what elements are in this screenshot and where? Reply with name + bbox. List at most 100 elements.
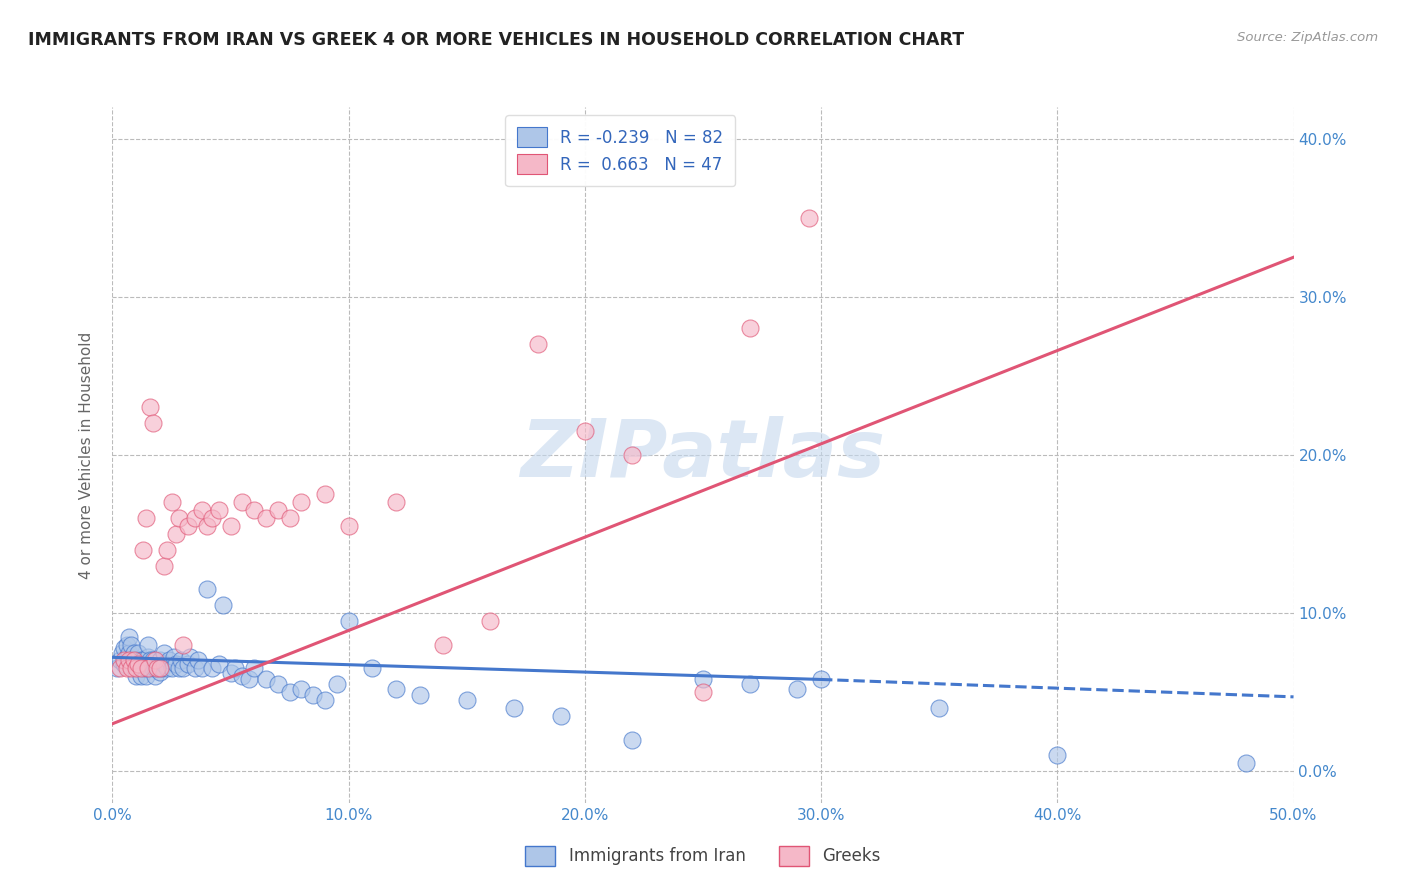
- Point: [550, 708, 572, 723]
- Point: [278, 685, 301, 699]
- Point: [122, 653, 145, 667]
- Point: [692, 673, 714, 687]
- Point: [184, 661, 207, 675]
- Point: [129, 661, 152, 675]
- Point: [191, 503, 214, 517]
- Point: [177, 519, 200, 533]
- Text: ZIPatlas: ZIPatlas: [520, 416, 886, 494]
- Point: [314, 693, 336, 707]
- Point: [212, 598, 235, 612]
- Point: [186, 653, 208, 667]
- Point: [122, 646, 145, 660]
- Point: [143, 653, 166, 667]
- Point: [156, 661, 179, 675]
- Point: [385, 495, 408, 509]
- Point: [150, 661, 173, 675]
- Point: [149, 665, 172, 679]
- Point: [786, 681, 808, 696]
- Point: [139, 401, 162, 415]
- Point: [115, 661, 138, 675]
- Point: [326, 677, 349, 691]
- Point: [177, 657, 200, 671]
- Point: [143, 661, 166, 675]
- Point: [136, 661, 159, 675]
- Point: [135, 669, 157, 683]
- Point: [254, 673, 277, 687]
- Point: [127, 657, 149, 671]
- Point: [115, 650, 138, 665]
- Point: [118, 653, 141, 667]
- Point: [231, 495, 253, 509]
- Point: [136, 657, 159, 671]
- Point: [208, 657, 231, 671]
- Point: [243, 503, 266, 517]
- Point: [337, 519, 360, 533]
- Point: [314, 487, 336, 501]
- Point: [108, 653, 131, 667]
- Point: [125, 661, 148, 675]
- Point: [254, 511, 277, 525]
- Point: [184, 511, 207, 525]
- Point: [139, 661, 162, 675]
- Point: [153, 657, 176, 671]
- Point: [385, 681, 408, 696]
- Point: [112, 640, 135, 655]
- Point: [172, 661, 194, 675]
- Point: [125, 653, 148, 667]
- Point: [456, 693, 478, 707]
- Point: [337, 614, 360, 628]
- Point: [231, 669, 253, 683]
- Point: [135, 511, 157, 525]
- Point: [810, 673, 832, 687]
- Point: [118, 646, 141, 660]
- Point: [129, 669, 152, 683]
- Point: [142, 417, 165, 431]
- Point: [112, 657, 135, 671]
- Point: [201, 511, 224, 525]
- Point: [267, 503, 290, 517]
- Point: [208, 503, 231, 517]
- Point: [740, 321, 762, 335]
- Point: [139, 653, 162, 667]
- Point: [526, 337, 548, 351]
- Point: [503, 701, 526, 715]
- Point: [122, 661, 145, 675]
- Point: [136, 638, 159, 652]
- Point: [179, 650, 201, 665]
- Point: [432, 638, 454, 652]
- Point: [172, 638, 194, 652]
- Point: [115, 638, 138, 652]
- Point: [112, 653, 135, 667]
- Point: [153, 646, 176, 660]
- Point: [278, 511, 301, 525]
- Point: [160, 495, 183, 509]
- Point: [118, 630, 141, 644]
- Point: [928, 701, 950, 715]
- Point: [167, 661, 190, 675]
- Text: IMMIGRANTS FROM IRAN VS GREEK 4 OR MORE VEHICLES IN HOUSEHOLD CORRELATION CHART: IMMIGRANTS FROM IRAN VS GREEK 4 OR MORE …: [28, 31, 965, 49]
- Point: [135, 661, 157, 675]
- Point: [132, 653, 155, 667]
- Point: [799, 211, 821, 225]
- Point: [479, 614, 502, 628]
- Point: [163, 650, 186, 665]
- Point: [111, 646, 134, 660]
- Point: [574, 424, 596, 438]
- Point: [120, 661, 142, 675]
- Point: [165, 527, 187, 541]
- Point: [127, 661, 149, 675]
- Point: [157, 653, 180, 667]
- Point: [290, 681, 312, 696]
- Point: [132, 542, 155, 557]
- Point: [146, 661, 169, 675]
- Point: [361, 661, 384, 675]
- Point: [142, 653, 165, 667]
- Point: [165, 657, 187, 671]
- Point: [243, 661, 266, 675]
- Point: [219, 666, 242, 681]
- Point: [160, 661, 183, 675]
- Y-axis label: 4 or more Vehicles in Household: 4 or more Vehicles in Household: [79, 331, 94, 579]
- Point: [167, 511, 190, 525]
- Point: [621, 732, 644, 747]
- Point: [740, 677, 762, 691]
